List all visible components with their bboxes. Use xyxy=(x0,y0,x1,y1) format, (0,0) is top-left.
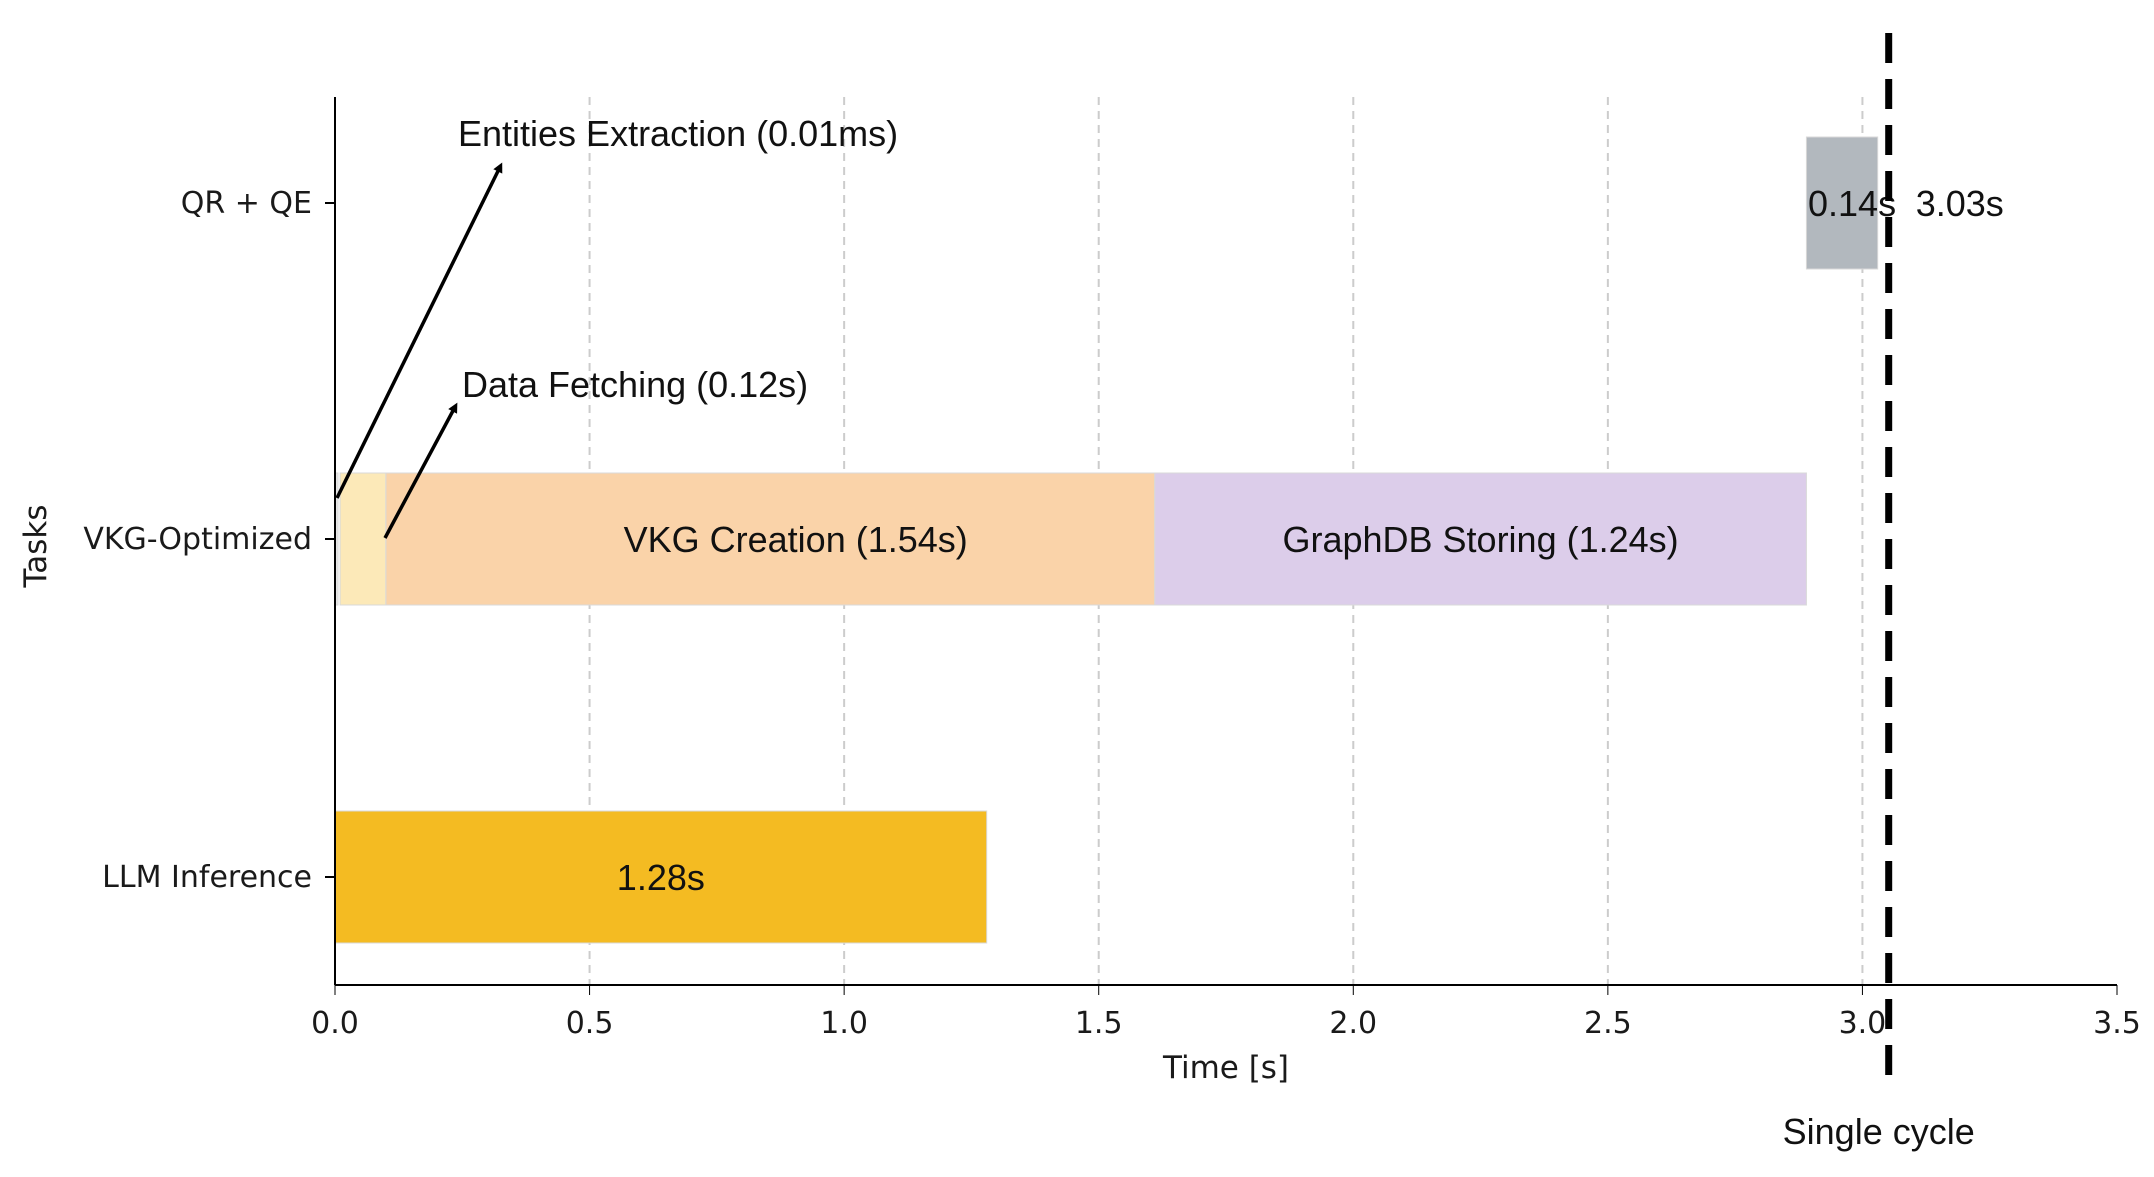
cycle-value-label: 3.03s xyxy=(1916,183,2004,224)
y-tick-label-vkg-optimized: VKG-Optimized xyxy=(83,522,312,557)
y-tick-label-qr-qe: QR + QE xyxy=(181,186,312,221)
annotation-arrow-1 xyxy=(335,162,503,499)
x-tick-label-6: 3.0 xyxy=(1839,1006,1887,1041)
annotation-text-data-fetching: Data Fetching (0.12s) xyxy=(462,364,808,405)
x-tick-label-5: 2.5 xyxy=(1584,1006,1632,1041)
cycle-caption: Single cycle xyxy=(1783,1111,1975,1152)
annotations: Entities Extraction (0.01ms) Data Fetchin… xyxy=(335,33,2004,1152)
x-tick-label-7: 3.5 xyxy=(2093,1006,2141,1041)
x-axis-title: Time [s] xyxy=(1162,1050,1289,1086)
bars xyxy=(334,136,1879,944)
bar-labels: 1.28s VKG Creation (1.54s) GraphDB Storing… xyxy=(617,183,1896,898)
x-tick-label-2: 1.0 xyxy=(820,1006,868,1041)
x-tick-label-0: 0.0 xyxy=(311,1006,359,1041)
axes xyxy=(334,97,2117,986)
y-tick-label-llm-inference: LLM Inference xyxy=(102,860,312,895)
x-tick-label-4: 2.0 xyxy=(1329,1006,1377,1041)
bar-vkg-creation xyxy=(385,472,1156,606)
bar-label-graphdb-storing: GraphDB Storing (1.24s) xyxy=(1282,519,1678,560)
ticks: 0.0 0.5 1.0 1.5 2.0 2.5 3.0 3.5 QR + QE VKG-Optim… xyxy=(83,186,2141,1041)
annotation-arrow-2 xyxy=(383,402,458,539)
bar-data-fetching xyxy=(339,472,387,606)
x-tick-label-1: 0.5 xyxy=(566,1006,614,1041)
annotation-text-entities-extraction: Entities Extraction (0.01ms) xyxy=(458,113,898,154)
bar-label-qr-qe: 0.14s xyxy=(1808,183,1896,224)
bar-graphdb-storing xyxy=(1154,472,1807,606)
bar-label-vkg-creation: VKG Creation (1.54s) xyxy=(624,519,968,560)
y-axis-title: Tasks xyxy=(18,504,54,588)
x-tick-label-3: 1.5 xyxy=(1075,1006,1123,1041)
bar-qr-qe xyxy=(1805,136,1879,270)
bar-label-llm-inference: 1.28s xyxy=(617,857,705,898)
